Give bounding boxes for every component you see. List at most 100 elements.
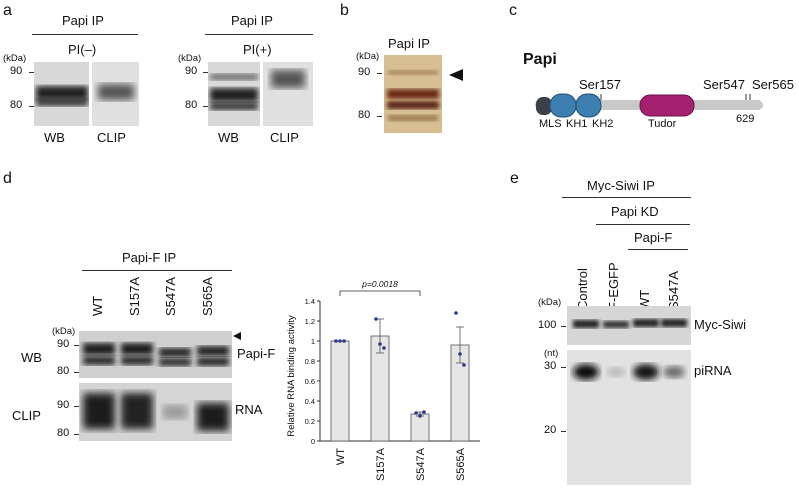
panel-a-left-wb-blot — [34, 62, 89, 126]
panel-d-row-clip: CLIP — [12, 408, 41, 423]
panel-b-marker-90: 90 — [358, 66, 371, 78]
panel-a-letter: a — [3, 2, 12, 19]
panel-c-domain-kh2: KH2 — [592, 118, 614, 130]
panel-c-domain-tudor: Tudor — [648, 118, 677, 130]
panel-e-letter: e — [510, 170, 519, 187]
panel-d-lane-s547a: S547A — [163, 276, 178, 316]
chart-ylabel: Relative RNA binding activity — [286, 315, 297, 437]
chart-y-tick-label: 1 — [311, 337, 315, 346]
chart-y-tick-label: 0.2 — [305, 417, 315, 426]
chart-point — [378, 342, 382, 346]
panel-a-right-kda: (kDa) — [178, 53, 202, 64]
panel-d-clip-tick-80 — [74, 434, 79, 435]
panel-d-lane-wt: WT — [90, 295, 105, 316]
chart-point — [338, 339, 342, 343]
panel-a-right-clip-blot — [263, 62, 313, 126]
panel-b-letter: b — [340, 2, 349, 19]
panel-a-left-marker-80: 80 — [10, 99, 23, 111]
panel-a-left-tick-80 — [29, 106, 34, 107]
panel-a-left-lane-wb: WB — [44, 130, 65, 145]
chart-point — [374, 317, 378, 321]
panel-e-line-inner — [628, 249, 688, 250]
panel-d-kda: (kDa) — [52, 326, 76, 337]
chart-y-tick-label: 0.6 — [305, 377, 315, 386]
chart-point — [454, 311, 458, 315]
chart-bar — [410, 413, 430, 442]
panel-e-title-top: Myc-Siwi IP — [587, 178, 655, 193]
panel-b-marker-80: 80 — [358, 109, 371, 121]
panel-a-right-condition: PI(+) — [243, 42, 272, 57]
panel-e-title-mid: Papi KD — [611, 204, 659, 219]
panel-d-letter: d — [3, 170, 12, 187]
panel-e-line-top — [562, 197, 691, 198]
panel-e-title-inner: Papi-F — [634, 230, 673, 245]
panel-e-tick-100 — [561, 326, 566, 327]
chart-point — [414, 411, 418, 415]
panel-a-left-kda: (kDa) — [3, 53, 27, 64]
panel-c-length: 629 — [736, 113, 755, 125]
panel-d-wb-blot — [79, 331, 232, 378]
panel-c-site-ser565: Ser565 — [752, 77, 794, 92]
panel-a-left-condition: PI(–) — [68, 42, 97, 57]
panel-d-lane-s157a: S157A — [127, 276, 142, 316]
panel-d-row-wb: WB — [21, 350, 42, 365]
panel-a-right-marker-80: 80 — [185, 99, 198, 111]
chart-point — [458, 352, 462, 356]
chart-point — [422, 410, 426, 414]
panel-a-left-title: Papi IP — [62, 13, 104, 28]
panel-d-wb-marker-80: 80 — [57, 365, 70, 377]
panel-a-right-tick-80 — [203, 106, 208, 107]
panel-a-left-clip-blot — [92, 62, 139, 126]
panel-c-site-ser547: Ser547 — [703, 77, 745, 92]
panel-a-right-tick-90 — [203, 72, 208, 73]
panel-a-left-marker-90: 90 — [10, 65, 23, 77]
panel-c-letter: c — [509, 2, 517, 19]
panel-e-kda: (kDa) — [538, 297, 562, 308]
panel-d-lane-s565a: S565A — [200, 276, 215, 316]
chart-point — [342, 339, 346, 343]
chart-point — [462, 363, 466, 367]
panel-a-right-marker-90: 90 — [185, 65, 198, 77]
chart-bar — [330, 340, 350, 442]
panel-e-nt-marker-30: 30 — [544, 360, 557, 372]
panel-b-tick-80 — [377, 116, 382, 117]
panel-b-tick-90 — [377, 73, 382, 74]
chart-annotation: p=0.0018 — [361, 279, 398, 289]
panel-a-left-line — [32, 34, 138, 35]
panel-a-right-lane-wb: WB — [218, 130, 239, 145]
chart-point — [382, 346, 386, 350]
panel-e-pirna-label: piRNA — [694, 363, 732, 378]
panel-e-tick-20 — [561, 431, 566, 432]
panel-b-silver-gel — [384, 55, 442, 133]
chart-y-tick-label: 0.8 — [305, 357, 315, 366]
tudor-domain — [639, 94, 695, 117]
kh2-domain — [575, 93, 602, 118]
chart-point — [334, 339, 338, 343]
panel-d-clip-marker-90: 90 — [57, 399, 70, 411]
panel-d-wb-marker-90: 90 — [57, 338, 70, 350]
panel-a-right-title: Papi IP — [231, 13, 273, 28]
panel-d-wb-tick-90 — [74, 345, 79, 346]
panel-c-domain-mls: MLS — [539, 118, 562, 130]
panel-c-site-ser157: Ser157 — [579, 77, 621, 92]
panel-e-nt-marker-20: 20 — [544, 424, 557, 436]
panel-d-bar-chart: Relative RNA binding activity 0 0.2 0.4 0.6… — [286, 279, 480, 481]
panel-b-kda: (kDa) — [356, 51, 380, 62]
panel-e-lane-fegfp: F-EGFP — [606, 262, 621, 310]
panel-b-arrowhead-icon — [449, 69, 463, 81]
chart-x-tick-label: WT — [335, 448, 347, 465]
chart-point — [418, 414, 422, 418]
panel-e-lane-control: Control — [575, 268, 590, 310]
panel-a-right-line — [205, 34, 313, 35]
chart-x-tick-label: S547A — [415, 447, 427, 481]
panel-d-clip-label: RNA — [235, 402, 263, 417]
chart-y-tick-label: 1.2 — [305, 317, 315, 326]
chart-significance-bracket — [339, 290, 421, 296]
panel-a-left-lane-clip: CLIP — [97, 130, 126, 145]
panel-e-nt: (nt) — [544, 348, 559, 359]
panel-c-protein-name: Papi — [523, 51, 557, 68]
panel-e-wb-blot — [567, 306, 691, 345]
panel-e-kda-marker-100: 100 — [538, 319, 557, 331]
chart-x-tick-label: S565A — [455, 447, 467, 481]
panel-d-title: Papi-F IP — [122, 250, 177, 265]
